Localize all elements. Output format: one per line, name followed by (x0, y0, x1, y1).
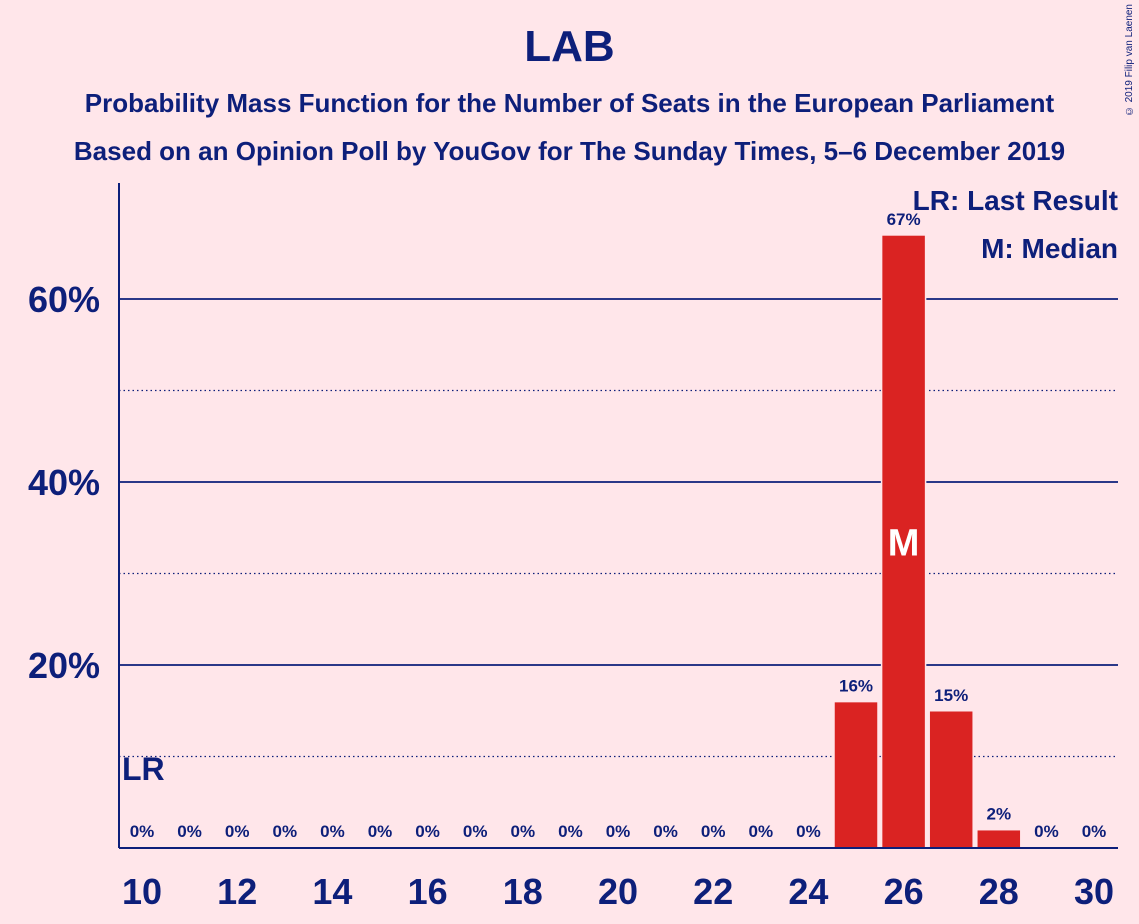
y-tick-label: 40% (28, 462, 100, 503)
y-tick-label: 60% (28, 279, 100, 320)
value-label-seat-11: 0% (177, 822, 202, 841)
value-label-seat-21: 0% (653, 822, 678, 841)
value-label-seat-18: 0% (511, 822, 536, 841)
bar-seat-28 (976, 828, 1022, 849)
value-label-seat-24: 0% (796, 822, 821, 841)
value-label-seat-17: 0% (463, 822, 488, 841)
chart-title: LAB (524, 22, 615, 71)
value-label-seat-16: 0% (415, 822, 440, 841)
x-tick-label: 18 (503, 871, 543, 912)
value-label-seat-15: 0% (368, 822, 393, 841)
x-tick-label: 16 (408, 871, 448, 912)
x-tick-label: 24 (788, 871, 828, 912)
x-tick-label: 10 (122, 871, 162, 912)
x-tick-label: 14 (312, 871, 352, 912)
last-result-marker: LR (122, 751, 165, 787)
value-label-seat-25: 16% (839, 677, 873, 696)
value-label-seat-23: 0% (749, 822, 774, 841)
value-label-seat-20: 0% (606, 822, 631, 841)
x-tick-label: 28 (979, 871, 1019, 912)
x-tick-label: 30 (1074, 871, 1114, 912)
value-label-seat-10: 0% (130, 822, 155, 841)
value-label-seat-28: 2% (987, 805, 1012, 824)
x-tick-label: 12 (217, 871, 257, 912)
bar-seat-25 (833, 700, 879, 849)
value-label-seat-13: 0% (273, 822, 298, 841)
x-tick-label: 22 (693, 871, 733, 912)
legend-median: M: Median (981, 233, 1118, 264)
value-label-seat-19: 0% (558, 822, 583, 841)
value-label-seat-26: 67% (887, 210, 921, 229)
value-label-seat-12: 0% (225, 822, 250, 841)
value-label-seat-27: 15% (934, 686, 968, 705)
x-tick-label: 26 (884, 871, 924, 912)
x-tick-label: 20 (598, 871, 638, 912)
value-label-seat-22: 0% (701, 822, 726, 841)
value-label-seat-29: 0% (1034, 822, 1059, 841)
bar-seat-26 (880, 234, 927, 849)
median-marker: M (888, 522, 920, 564)
value-label-seat-30: 0% (1082, 822, 1107, 841)
y-tick-label: 20% (28, 645, 100, 686)
bar-seat-27 (928, 710, 974, 849)
legend-last-result: LR: Last Result (913, 185, 1118, 216)
value-label-seat-14: 0% (320, 822, 345, 841)
chart-subtitle-1: Probability Mass Function for the Number… (84, 88, 1055, 118)
chart-subtitle-2: Based on an Opinion Poll by YouGov for T… (73, 136, 1066, 166)
